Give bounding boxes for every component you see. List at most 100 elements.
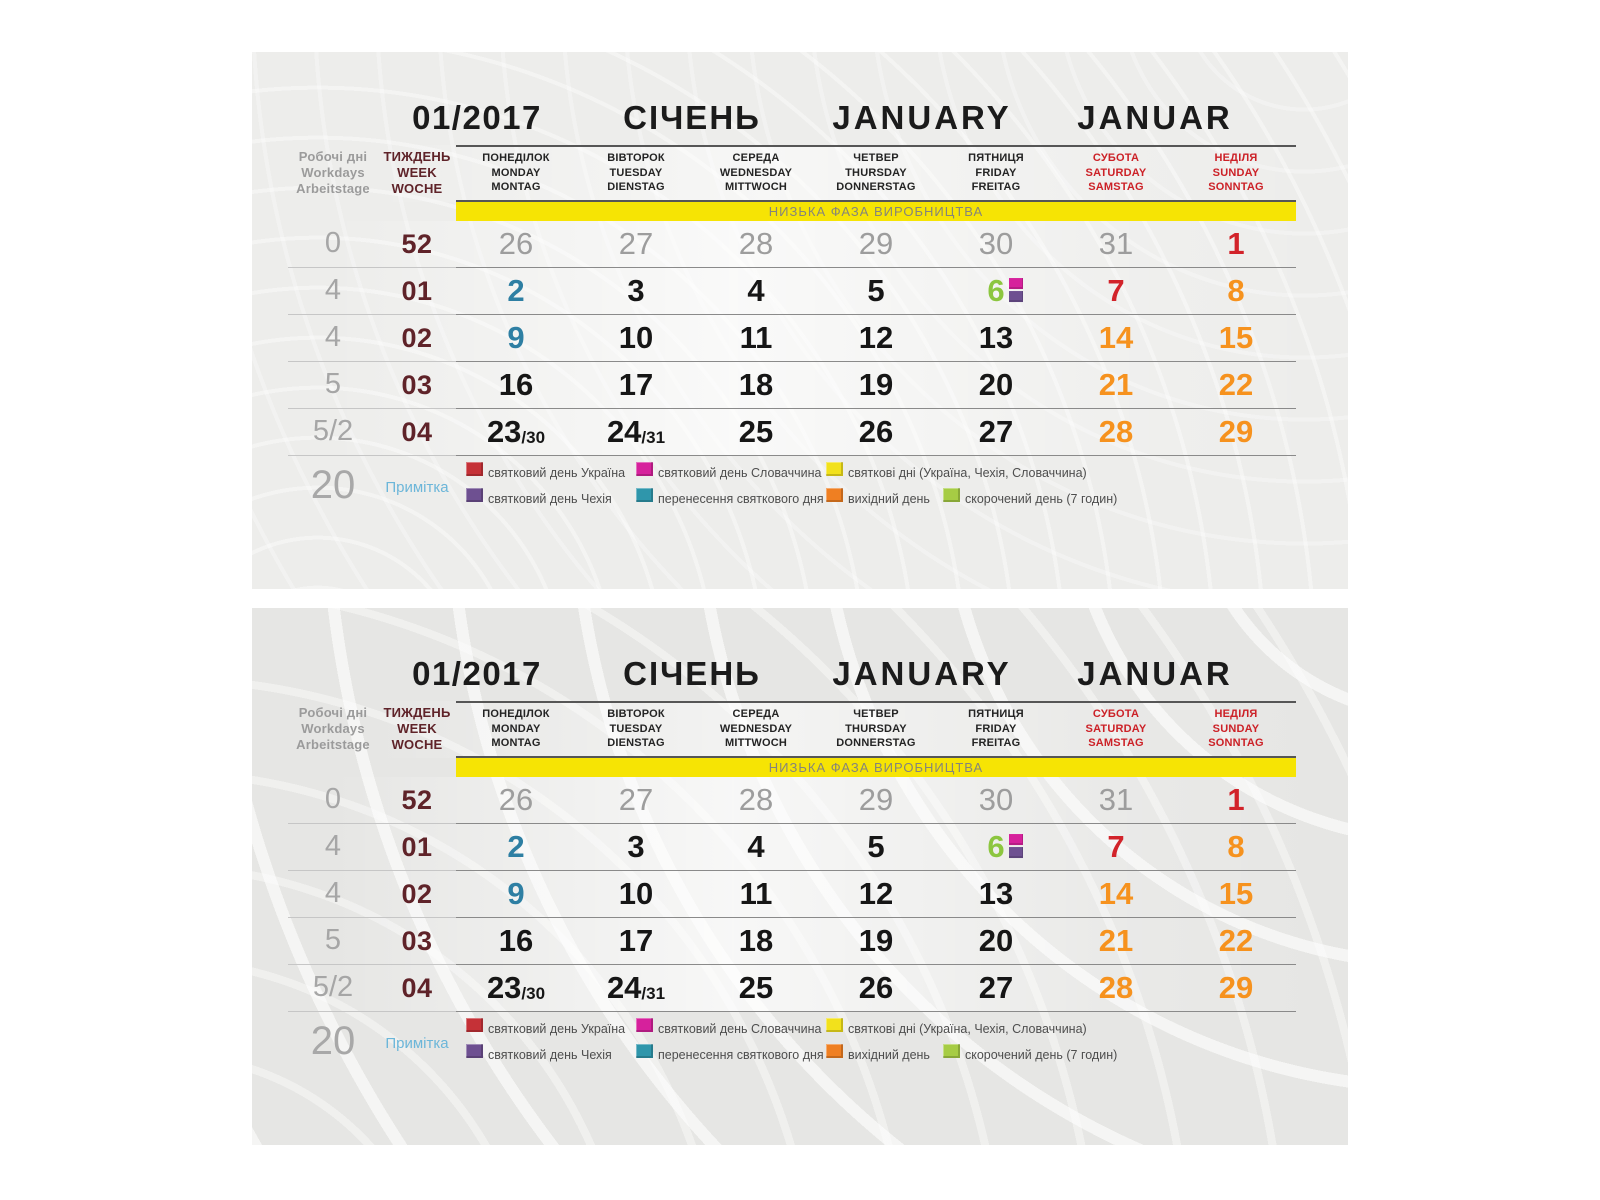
day-cell: 27 <box>576 777 696 824</box>
weekday-name-uk: ПЯТНИЦЯ <box>968 152 1024 164</box>
day-number: 18 <box>738 366 774 402</box>
weekday-name-uk: СУБОТА <box>1092 708 1140 720</box>
day-number: 26 <box>858 969 894 1005</box>
legend-label-dayoff: вихідний день <box>848 1047 930 1062</box>
day-number: 20 <box>978 922 1014 958</box>
title-month-en: JANUARY <box>832 655 1012 692</box>
calendar-panel: 01/2017 СІЧЕНЬ JANUARY JANUAR Робочі дні… <box>252 608 1348 1145</box>
weekday-name-en: SUNDAY <box>1212 166 1260 179</box>
day-cell: 18 <box>696 918 816 965</box>
day-cell: 9 <box>456 871 576 918</box>
day-cell: 21 <box>1056 918 1176 965</box>
legend-swatch-cz <box>466 487 483 502</box>
day-cell: 30 <box>936 221 1056 268</box>
day-cell: 10 <box>576 315 696 362</box>
holiday-marks <box>1009 833 1023 858</box>
day-number: 18 <box>738 922 774 958</box>
legend-item-all: святкові дні (Україна, Чехія, Словаччина… <box>826 461 1087 480</box>
weekday-name-uk: ЧЕТВЕР <box>853 708 899 720</box>
day-number: 26 <box>858 413 894 449</box>
day-number: 11 <box>739 875 773 911</box>
day-number: 29 <box>1218 413 1254 449</box>
weekday-header-tuesday: ВІВТОРОК TUESDAY DIENSTAG <box>576 701 696 758</box>
day-number: 9 <box>507 875 525 911</box>
weekday-name-uk: ВІВТОРОК <box>607 708 665 720</box>
day-number: 11 <box>739 319 773 355</box>
legend-item-cz: святковий день Чехія <box>466 487 636 506</box>
day-number: 22 <box>1218 922 1254 958</box>
legend-item-all: святкові дні (Україна, Чехія, Словаччина… <box>826 1017 1087 1036</box>
day-number: 30 <box>978 781 1014 817</box>
legend-swatch-dayoff <box>826 1043 843 1058</box>
day-cell: 1 <box>1176 777 1296 824</box>
day-number: 12 <box>858 875 894 911</box>
day-number: 27 <box>978 969 1014 1005</box>
weekday-header-wednesday: СЕРЕДА WEDNESDAY MITTWOCH <box>696 701 816 758</box>
legend-item-cz: святковий день Чехія <box>466 1043 636 1062</box>
weekday-header-sunday: НЕДІЛЯ SUNDAY SONNTAG <box>1176 701 1296 758</box>
week-number: 03 <box>378 918 456 965</box>
day-cell: 18 <box>696 362 816 409</box>
day-cell: 17 <box>576 918 696 965</box>
weekday-header-thursday: ЧЕТВЕР THURSDAY DONNERSTAG <box>816 701 936 758</box>
day-cell: 24/31 <box>576 965 696 1012</box>
day-number: 28 <box>738 781 774 817</box>
weekday-name-de: MONTAG <box>491 737 541 749</box>
day-number: 7 <box>1107 828 1125 864</box>
day-number: 26 <box>498 781 534 817</box>
legend-swatch-all <box>826 461 843 476</box>
weekday-header-friday: ПЯТНИЦЯ FRIDAY FREITAG <box>936 701 1056 758</box>
legend-label-all: святкові дні (Україна, Чехія, Словаччина… <box>848 465 1087 480</box>
day-number: 13 <box>978 319 1014 355</box>
week-row: 5 03 16 17 18 19 20 21 22 <box>288 361 1348 409</box>
week-row: 5/2 04 23/30 24/31 25 26 27 28 29 <box>288 408 1348 456</box>
weekday-name-uk: ЧЕТВЕР <box>853 152 899 164</box>
workdays-count: 4 <box>288 871 378 918</box>
day-second-number: /31 <box>641 983 666 1003</box>
weekday-name-en: SATURDAY <box>1085 722 1147 735</box>
day-number: 4 <box>747 272 765 308</box>
day-cell: 13 <box>936 315 1056 362</box>
week-header-uk: ТИЖДЕНЬ <box>383 149 451 165</box>
title-month-en: JANUARY <box>832 99 1012 136</box>
legend-item-short: скорочений день (7 годин) <box>943 487 1117 506</box>
day-cell: 29 <box>816 221 936 268</box>
weekday-header-thursday: ЧЕТВЕР THURSDAY DONNERSTAG <box>816 145 936 202</box>
week-row: 4 02 9 10 11 12 13 14 15 <box>288 314 1348 362</box>
day-number: 23 <box>486 969 522 1005</box>
day-number: 8 <box>1227 828 1245 864</box>
day-cell: 27 <box>936 965 1056 1012</box>
day-number: 1 <box>1227 781 1245 817</box>
day-cell: 12 <box>816 315 936 362</box>
day-number: 1 <box>1227 225 1245 261</box>
legend-label-short: скорочений день (7 годин) <box>965 1047 1118 1062</box>
weekday-name-de: DIENSTAG <box>607 737 665 749</box>
day-cell: 26 <box>816 409 936 456</box>
week-number: 04 <box>378 965 456 1012</box>
day-cell: 14 <box>1056 315 1176 362</box>
holiday-mark-cz <box>1009 846 1023 858</box>
day-cell: 29 <box>816 777 936 824</box>
day-number: 3 <box>627 828 645 864</box>
weekday-name-en: TUESDAY <box>609 722 663 735</box>
workdays-count: 5 <box>288 362 378 409</box>
week-number: 52 <box>378 777 456 824</box>
weekday-header-sunday: НЕДІЛЯ SUNDAY SONNTAG <box>1176 145 1296 202</box>
weekday-name-en: WEDNESDAY <box>719 722 793 735</box>
day-cell: 25 <box>696 409 816 456</box>
week-row: 4 01 2 3 4 5 6 7 8 <box>288 823 1348 871</box>
production-phase-banner: НИЗЬКА ФАЗА ВИРОБНИЦТВА <box>456 757 1296 777</box>
day-cell: 24/31 <box>576 409 696 456</box>
legend-swatch-sk <box>636 461 653 476</box>
legend-swatch-ua <box>466 461 483 476</box>
weekday-name-en: SATURDAY <box>1085 166 1147 179</box>
legend-row: святковий день Чехія перенесення святково… <box>466 486 1296 512</box>
day-number: 19 <box>858 366 894 402</box>
legend-swatch-dayoff <box>826 487 843 502</box>
weekday-name-en: FRIDAY <box>975 166 1017 179</box>
day-number: 27 <box>618 781 654 817</box>
day-cell: 4 <box>696 824 816 871</box>
legend-swatch-sk <box>636 1017 653 1032</box>
day-cell: 1 <box>1176 221 1296 268</box>
legend-row: святковий день Україна святковий день Сло… <box>466 460 1296 486</box>
